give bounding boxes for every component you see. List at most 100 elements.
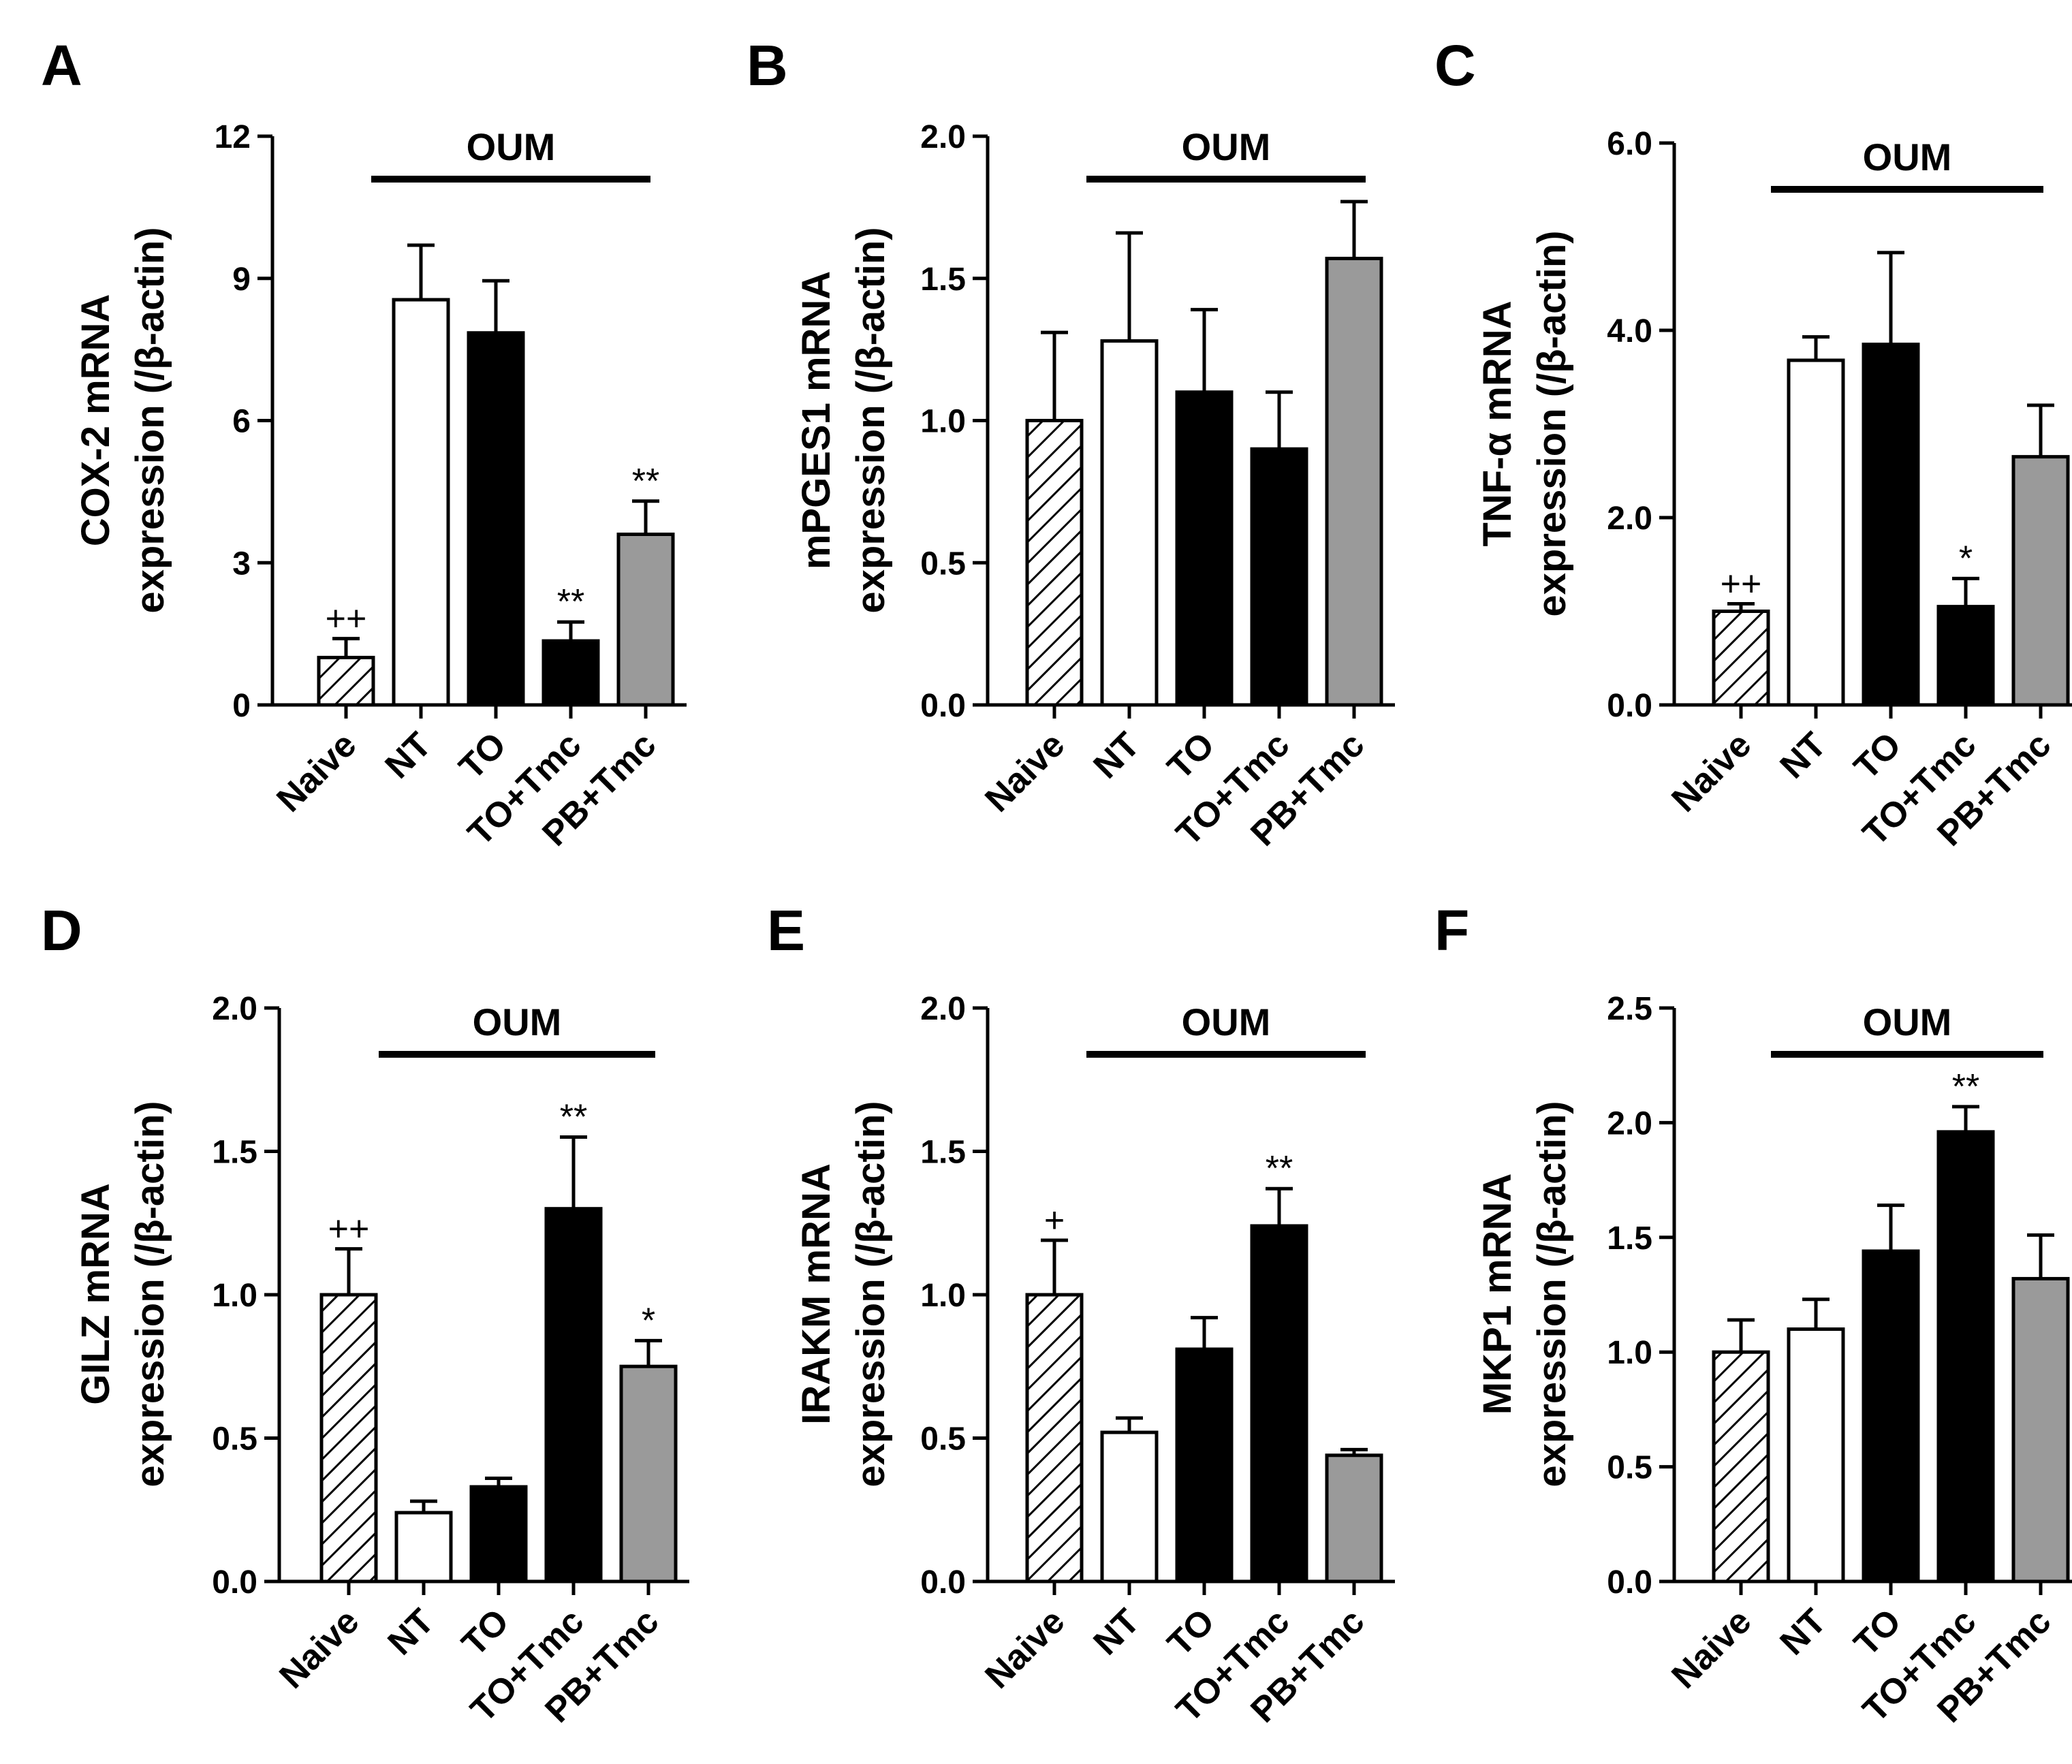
y-axis-label: expression (/β-actin) bbox=[849, 227, 893, 613]
y-tick-label: 1.0 bbox=[1607, 1335, 1652, 1371]
y-axis-label: IRAKM mRNA bbox=[794, 1163, 838, 1424]
y-tick-label: 2.0 bbox=[920, 119, 966, 155]
x-tick-label: Naive bbox=[269, 725, 364, 819]
bar-nt bbox=[394, 1511, 453, 1584]
y-tick-label: 12 bbox=[215, 119, 251, 155]
bar-to-tmc bbox=[541, 639, 600, 707]
panel-letter: C bbox=[1434, 33, 1476, 97]
bar-pb-tmc bbox=[1325, 257, 1383, 707]
x-tick-label: Naive bbox=[1664, 725, 1759, 819]
y-axis-label: COX-2 mRNA bbox=[74, 294, 118, 547]
y-axis-label: expression (/β-actin) bbox=[128, 1101, 172, 1487]
bar-pb-tmc bbox=[2011, 1276, 2070, 1584]
x-tick-label: TO bbox=[1160, 1601, 1222, 1663]
y-tick-label: 2.5 bbox=[1607, 991, 1652, 1027]
bar-naive bbox=[1712, 1350, 1770, 1584]
y-tick-label: 0.0 bbox=[1607, 688, 1652, 724]
significance-label: ** bbox=[632, 462, 659, 501]
panel-D: D GILZ mRNA expression (/β-actin) 0.0 0.5 1.0… bbox=[41, 898, 689, 1731]
significance-label: ** bbox=[1266, 1149, 1293, 1188]
bar-pb-tmc bbox=[616, 533, 675, 707]
y-tick-label: 0.0 bbox=[920, 1564, 966, 1601]
y-tick-label: 0.5 bbox=[212, 1421, 257, 1458]
bar-to bbox=[467, 331, 525, 707]
panel-F: F MKP1 mRNA expression (/β-actin) 0.0 0.5 1.0… bbox=[1434, 898, 2072, 1731]
panel-letter: D bbox=[41, 898, 82, 962]
bar-nt bbox=[1100, 1430, 1159, 1584]
y-axis-label: GILZ mRNA bbox=[74, 1183, 118, 1404]
y-axis-label: MKP1 mRNA bbox=[1475, 1174, 1520, 1415]
y-tick-label: 1.0 bbox=[920, 1278, 966, 1314]
x-tick-label: TO bbox=[1160, 725, 1222, 787]
significance-label: * bbox=[642, 1301, 655, 1340]
bar-to-tmc bbox=[544, 1207, 603, 1584]
panel-letter: A bbox=[41, 33, 82, 97]
x-tick-label: TO bbox=[1847, 1601, 1909, 1663]
y-tick-label: 1.0 bbox=[920, 404, 966, 440]
panel-A: A COX-2 mRNA expression (/β-actin) 0 3 6 9 12 Na… bbox=[41, 33, 687, 854]
bar-to-tmc bbox=[1936, 605, 1995, 707]
bar-nt bbox=[392, 298, 450, 707]
bar-nt bbox=[1787, 358, 1845, 707]
bar-to bbox=[1175, 390, 1234, 707]
group-label: OUM bbox=[1863, 1001, 1952, 1043]
y-tick-label: 0.0 bbox=[1607, 1564, 1652, 1601]
bar-to bbox=[1862, 1249, 1920, 1584]
group-label: OUM bbox=[467, 125, 556, 168]
y-tick-label: 9 bbox=[232, 262, 251, 298]
significance-label: ++ bbox=[326, 599, 367, 639]
x-tick-label: Naive bbox=[977, 725, 1072, 819]
y-tick-label: 0.0 bbox=[920, 688, 966, 724]
x-tick-label: NT bbox=[1086, 725, 1147, 786]
bar-naive bbox=[1025, 1293, 1084, 1584]
y-axis-label: TNF-α mRNA bbox=[1475, 300, 1520, 546]
group-label: OUM bbox=[1182, 125, 1271, 168]
y-axis-label: expression (/β-actin) bbox=[1530, 1101, 1574, 1487]
y-tick-label: 1.5 bbox=[212, 1135, 257, 1171]
significance-label: ++ bbox=[1721, 565, 1762, 604]
x-tick-label: NT bbox=[377, 725, 439, 786]
significance-label: ** bbox=[560, 1097, 587, 1137]
y-axis-label: expression (/β-actin) bbox=[128, 227, 172, 613]
y-tick-label: 6 bbox=[232, 404, 251, 440]
panel-E: E IRAKM mRNA expression (/β-actin) 0.0 0.5 1.… bbox=[767, 898, 1395, 1731]
y-axis-label: expression (/β-actin) bbox=[849, 1101, 893, 1487]
y-tick-label: 1.0 bbox=[212, 1278, 257, 1314]
bar-naive bbox=[1025, 419, 1084, 707]
bar-naive bbox=[1712, 610, 1770, 707]
x-tick-label: NT bbox=[380, 1601, 441, 1663]
significance-label: ++ bbox=[328, 1210, 370, 1249]
bar-to-tmc bbox=[1250, 447, 1308, 707]
y-tick-label: 6.0 bbox=[1607, 126, 1652, 162]
y-tick-label: 0.5 bbox=[920, 1421, 966, 1458]
x-tick-label: NT bbox=[1772, 725, 1834, 786]
panel-letter: F bbox=[1434, 898, 1469, 962]
bar-naive bbox=[317, 655, 375, 707]
panel-C: C TNF-α mRNA expression (/β-actin) 0.0 2.0 4.… bbox=[1434, 33, 2072, 854]
y-tick-label: 0.5 bbox=[1607, 1450, 1652, 1486]
y-tick-label: 1.5 bbox=[1607, 1220, 1652, 1257]
y-tick-label: 1.5 bbox=[920, 262, 966, 298]
x-tick-label: Naive bbox=[977, 1601, 1072, 1696]
y-tick-label: 2.0 bbox=[212, 991, 257, 1027]
x-tick-label: TO bbox=[452, 725, 514, 787]
y-tick-label: 1.5 bbox=[920, 1135, 966, 1171]
x-tick-label: Naive bbox=[272, 1601, 366, 1696]
y-tick-label: 4.0 bbox=[1607, 313, 1652, 349]
significance-label: ** bbox=[557, 582, 584, 622]
bar-nt bbox=[1100, 339, 1159, 707]
bar-nt bbox=[1787, 1327, 1845, 1584]
bar-to bbox=[1175, 1347, 1234, 1584]
y-tick-label: 0.0 bbox=[212, 1564, 257, 1601]
group-label: OUM bbox=[1182, 1001, 1271, 1043]
y-tick-label: 0 bbox=[232, 688, 251, 724]
y-tick-label: 2.0 bbox=[1607, 501, 1652, 537]
x-tick-label: Naive bbox=[1664, 1601, 1759, 1696]
bar-to-tmc bbox=[1936, 1130, 1995, 1584]
bar-naive bbox=[319, 1293, 378, 1584]
bar-pb-tmc bbox=[1325, 1453, 1383, 1584]
panel-letter: E bbox=[767, 898, 805, 962]
y-tick-label: 3 bbox=[232, 546, 251, 582]
y-tick-label: 0.5 bbox=[920, 546, 966, 582]
